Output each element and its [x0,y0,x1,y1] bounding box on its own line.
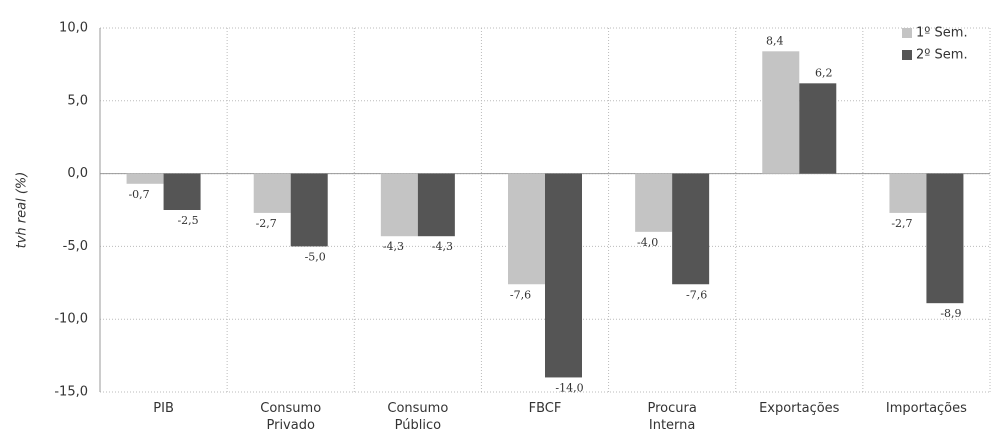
value-label: -2,7 [256,217,277,230]
bar [545,173,582,378]
y-tick-label: 5,0 [67,93,88,108]
value-label: -7,6 [686,288,707,301]
value-label: 8,4 [766,34,784,47]
bar [635,173,673,232]
legend-swatch [902,28,912,38]
bar [380,173,418,237]
value-label: -4,0 [637,236,658,249]
x-tick-label: Consumo Privado [260,401,322,433]
bar [290,173,328,247]
y-tick-label: -5,0 [63,239,88,254]
bar [889,173,927,213]
value-label: -0,7 [128,188,149,201]
value-label: -4,3 [432,240,453,253]
x-tick-label: Exportações [759,401,840,416]
y-axis-label: tvh real (%) [15,172,30,249]
x-tick-label: FBCF [528,401,562,416]
bar [163,173,201,210]
value-label: -8,9 [940,307,961,320]
bar [672,173,710,285]
value-label: -7,6 [510,288,531,301]
legend-label: 2º Sem. [916,48,968,63]
bar [417,173,455,237]
value-label: -2,5 [177,214,198,227]
value-label: -2,7 [891,217,912,230]
value-label: 6,2 [815,66,833,79]
bar [253,173,291,213]
x-tick-label: PIB [153,401,174,416]
x-tick-label: Importações [885,401,967,416]
bar [126,173,164,184]
y-tick-label: -15,0 [54,385,88,400]
bar [762,51,800,174]
x-tick-label: Procura Interna [647,401,697,433]
legend-label: 1º Sem. [916,26,968,41]
bar [799,83,837,174]
y-tick-label: -10,0 [54,312,88,327]
value-label: -5,0 [305,250,326,263]
value-label: -14,0 [555,381,583,394]
y-tick-label: 0,0 [67,166,88,181]
y-tick-label: 10,0 [59,21,88,36]
bar [926,173,964,304]
value-label: -4,3 [383,240,404,253]
bar [508,173,545,285]
x-tick-label: Consumo Público [387,401,449,433]
legend-swatch [902,50,912,60]
